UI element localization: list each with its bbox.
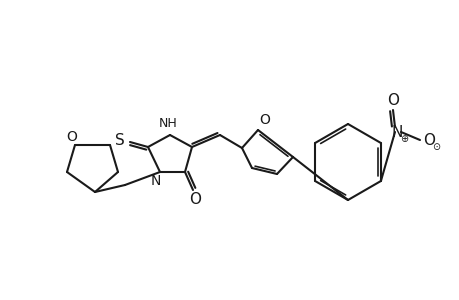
Text: ⊙: ⊙ [431, 142, 439, 152]
Text: S: S [115, 133, 124, 148]
Text: O: O [422, 133, 434, 148]
Text: O: O [259, 113, 270, 127]
Text: N: N [391, 124, 402, 140]
Text: ⊕: ⊕ [399, 134, 407, 144]
Text: N: N [151, 174, 161, 188]
Text: O: O [189, 193, 201, 208]
Text: O: O [67, 130, 77, 144]
Text: NH: NH [158, 116, 177, 130]
Text: O: O [386, 92, 398, 107]
